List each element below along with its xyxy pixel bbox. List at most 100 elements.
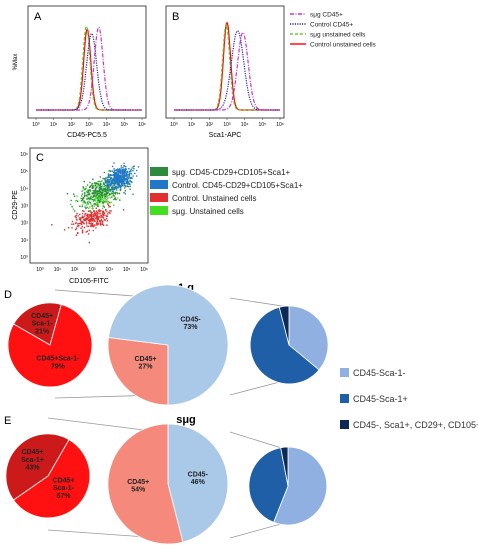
scatter-point: [94, 203, 96, 205]
scatter-point: [125, 168, 127, 171]
scatter-point: [83, 215, 86, 217]
scatter-point: [100, 193, 103, 196]
legend-swatch: [150, 180, 168, 189]
scatter-point: [103, 206, 106, 208]
scatter-point: [99, 222, 102, 225]
scatter-point: [124, 189, 127, 192]
legend-swatch: [340, 368, 349, 377]
scatter-point: [101, 207, 104, 210]
scatter-point: [67, 226, 70, 229]
scatter-point: [111, 196, 113, 198]
panel-b: B Sca1-APC 10⁰ 10¹ 10² 10³ 10⁴ 10⁵ 10⁶: [165, 5, 285, 139]
scatter-point: [85, 204, 88, 206]
scatter-point: [128, 174, 130, 176]
scatter-point: [95, 197, 98, 200]
scatter-point: [91, 184, 93, 186]
scatter-point: [97, 205, 99, 208]
scatter-point: [72, 223, 75, 225]
panel-a-ylabel: %Max: [13, 54, 19, 71]
scatter-point: [108, 178, 110, 181]
scatter-point: [77, 215, 79, 217]
scatter-point: [94, 184, 97, 187]
scatter-point: [108, 181, 110, 184]
legend-entry: CD45-, Sca1+, CD29+, CD105+: [353, 420, 478, 430]
scatter-point: [93, 215, 95, 217]
scatter-point: [97, 223, 99, 226]
y-tick-label: 10¹: [21, 238, 29, 244]
x-tick-label: 10¹: [50, 122, 58, 128]
scatter-point: [98, 209, 100, 211]
scatter-point: [102, 177, 104, 180]
pie-slice: [280, 446, 289, 487]
panel-d: D 1 g CD45+Sca-1-21%CD45+Sca-1-79%CD45+2…: [4, 282, 329, 406]
scatter-point: [95, 215, 98, 218]
scatter-point: [132, 193, 134, 195]
scatter-point: [83, 192, 86, 194]
legend-swatch: [150, 193, 168, 202]
scatter-point: [87, 189, 90, 191]
scatter-point: [100, 214, 102, 217]
scatter-point: [76, 212, 78, 215]
scatter-point: [98, 188, 100, 190]
scatter-point: [97, 199, 100, 201]
scatter-point: [102, 224, 105, 226]
scatter-point: [88, 222, 90, 224]
scatter-point: [119, 179, 121, 182]
scatter-point: [82, 216, 85, 219]
scatter-point: [131, 167, 133, 169]
scatter-point: [100, 216, 102, 219]
y-tick-label: 10⁵: [20, 169, 28, 175]
scatter-point: [99, 223, 102, 226]
scatter-point: [93, 182, 96, 184]
scatter-point: [111, 178, 114, 181]
scatter-point: [97, 218, 100, 220]
legend-entry: Control unstained cells: [310, 42, 377, 49]
scatter-point: [123, 179, 126, 181]
scatter-point: [118, 169, 120, 172]
scatter-point: [95, 224, 97, 226]
x-tick-label: 10²: [68, 122, 76, 128]
scatter-point: [116, 192, 119, 195]
scatter-point: [91, 208, 94, 210]
scatter-point: [88, 241, 91, 244]
legend-entry: Control. CD45-CD29+CD105+Sca1+: [172, 181, 303, 190]
scatter-point: [113, 170, 115, 172]
scatter-point: [86, 184, 89, 186]
x-tick-label: 10⁵: [259, 122, 267, 128]
pie-slice: [107, 337, 169, 406]
scatter-point: [105, 190, 107, 192]
scatter-point: [102, 182, 105, 184]
scatter-point: [124, 184, 126, 187]
scatter-point: [116, 174, 119, 176]
scatter-point: [81, 229, 84, 231]
scatter-point: [73, 195, 76, 197]
scatter-point: [98, 216, 101, 218]
scatter-point: [111, 186, 114, 188]
scatter-point: [126, 171, 129, 174]
pie-slice-label: CD45+ 27%: [135, 356, 157, 371]
scatter-point: [98, 201, 101, 203]
scatter-point: [98, 186, 101, 189]
scatter-point: [105, 214, 107, 217]
scatter-point: [75, 214, 77, 217]
scatter-point: [101, 196, 103, 198]
scatter-point: [103, 185, 106, 187]
histogram-curve: [36, 26, 142, 111]
scatter-point: [87, 202, 89, 205]
scatter-point: [80, 199, 83, 202]
scatter-point: [89, 220, 91, 222]
scatter-point: [92, 189, 94, 192]
scatter-point: [94, 189, 97, 191]
scatter-point: [83, 219, 86, 222]
scatter-point: [85, 221, 88, 223]
scatter-point: [135, 175, 138, 177]
scatter-point: [104, 219, 106, 221]
scatter-point: [88, 229, 91, 232]
scatter-point: [81, 212, 84, 215]
scatter-point: [94, 213, 97, 216]
x-tick-label: 10⁰: [170, 122, 178, 128]
scatter-point: [89, 222, 92, 225]
scatter-point: [91, 218, 93, 220]
scatter-point: [87, 225, 90, 228]
legend-entry: CD45-Sca-1+: [353, 394, 408, 404]
